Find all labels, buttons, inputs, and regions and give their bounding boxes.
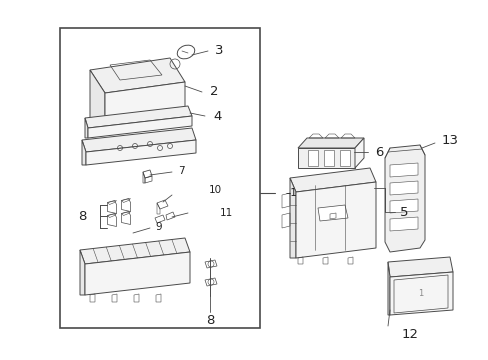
Polygon shape xyxy=(80,238,190,264)
Text: 3: 3 xyxy=(215,44,223,57)
Text: 7: 7 xyxy=(178,166,184,176)
Polygon shape xyxy=(85,106,192,128)
Text: 10: 10 xyxy=(208,185,221,195)
Text: 9: 9 xyxy=(155,222,162,232)
Polygon shape xyxy=(384,145,424,252)
Polygon shape xyxy=(387,257,452,277)
Polygon shape xyxy=(105,82,184,118)
Polygon shape xyxy=(307,150,317,166)
Text: 4: 4 xyxy=(213,109,221,122)
Text: 5: 5 xyxy=(399,206,407,219)
Polygon shape xyxy=(289,178,295,258)
Polygon shape xyxy=(354,138,363,168)
Text: 13: 13 xyxy=(441,134,458,147)
Polygon shape xyxy=(339,150,349,166)
Polygon shape xyxy=(387,262,389,315)
Polygon shape xyxy=(289,168,375,192)
Text: 8: 8 xyxy=(205,314,214,327)
Polygon shape xyxy=(88,116,192,138)
Text: 1: 1 xyxy=(418,288,423,297)
Text: 8: 8 xyxy=(78,210,86,222)
Polygon shape xyxy=(297,148,354,168)
Polygon shape xyxy=(389,163,417,177)
Polygon shape xyxy=(80,250,85,295)
Polygon shape xyxy=(295,182,375,258)
Polygon shape xyxy=(90,58,184,93)
Text: –1: –1 xyxy=(285,188,296,198)
Polygon shape xyxy=(85,252,190,295)
Text: 11: 11 xyxy=(220,208,233,218)
Polygon shape xyxy=(389,272,452,315)
Polygon shape xyxy=(389,199,417,213)
Polygon shape xyxy=(317,205,347,221)
Polygon shape xyxy=(86,140,196,165)
Polygon shape xyxy=(82,140,86,165)
Polygon shape xyxy=(324,150,333,166)
Polygon shape xyxy=(297,138,363,148)
Polygon shape xyxy=(389,181,417,195)
Bar xyxy=(60,28,260,328)
Polygon shape xyxy=(90,70,105,118)
Polygon shape xyxy=(82,128,196,152)
Text: 6: 6 xyxy=(374,145,383,158)
Text: 12: 12 xyxy=(401,328,418,342)
Polygon shape xyxy=(85,118,88,138)
Text: 2: 2 xyxy=(209,85,218,98)
Polygon shape xyxy=(389,217,417,231)
